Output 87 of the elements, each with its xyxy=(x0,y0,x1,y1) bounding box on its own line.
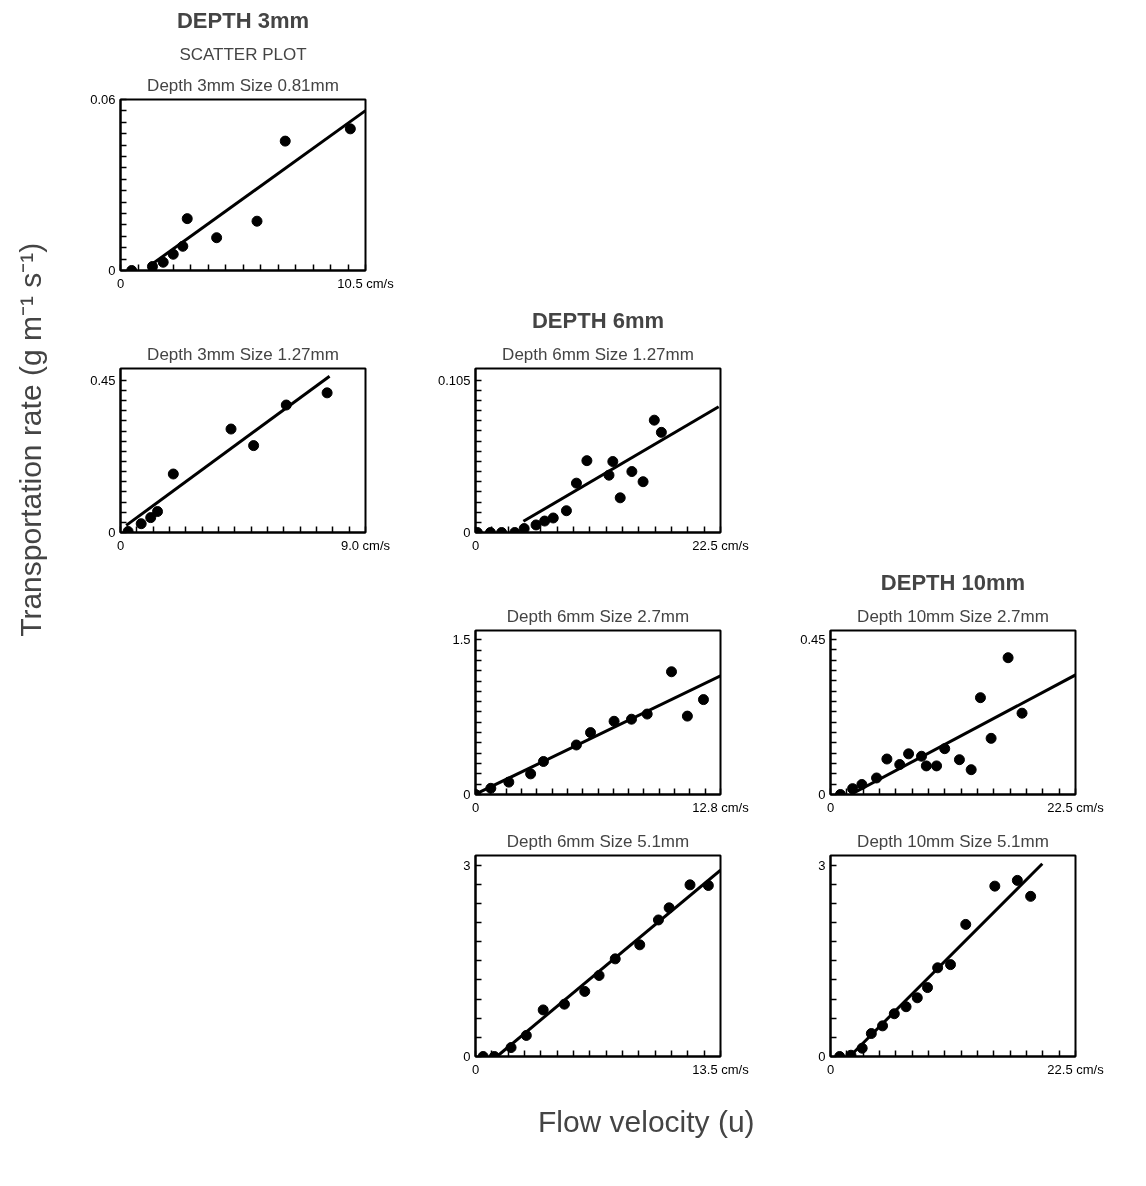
point xyxy=(145,512,157,524)
point xyxy=(684,879,696,891)
point xyxy=(989,880,1001,892)
point xyxy=(920,760,932,772)
chart-title: Depth 6mm Size 1.27mm xyxy=(502,344,694,364)
point xyxy=(579,985,591,997)
point xyxy=(225,423,237,435)
y-tick-label: 0 xyxy=(818,787,826,802)
y-tick-label: 0 xyxy=(108,263,116,278)
chart-title: Depth 6mm Size 2.7mm xyxy=(506,606,690,626)
point xyxy=(607,456,619,468)
point xyxy=(135,518,147,530)
point xyxy=(181,213,193,225)
point xyxy=(634,939,646,951)
point xyxy=(152,506,164,518)
chart-title: Depth 3mm Size 0.81mm xyxy=(147,75,339,95)
point xyxy=(1016,707,1028,719)
point xyxy=(922,982,934,994)
text: Transportation rate (g m⁻¹ s⁻¹) xyxy=(14,242,47,637)
point xyxy=(537,1004,549,1016)
point xyxy=(157,256,169,268)
y-tick-label: 0.45 xyxy=(90,372,116,388)
chart-title: Depth 6mm Size 5.1mm xyxy=(506,831,690,851)
point xyxy=(539,515,551,527)
x-tick-label: 9.0 cm/s xyxy=(340,537,391,553)
point xyxy=(585,727,597,739)
point xyxy=(251,215,263,227)
point xyxy=(614,492,626,504)
chart-title: Depth 10mm Size 5.1mm xyxy=(857,831,1049,851)
point xyxy=(167,468,179,480)
point xyxy=(321,387,333,399)
point xyxy=(903,748,915,760)
point xyxy=(248,440,260,452)
point xyxy=(953,754,965,766)
point xyxy=(608,715,620,727)
point xyxy=(965,764,977,776)
y-tick-label: 0.06 xyxy=(90,92,116,107)
text: Flow velocity (u) xyxy=(537,1105,755,1138)
point xyxy=(560,505,572,517)
point xyxy=(1025,890,1037,902)
point xyxy=(344,123,356,135)
point xyxy=(985,732,997,744)
x-tick-label: 10.5 cm/s xyxy=(337,275,395,291)
x-tick-label: 22.5 cm/s xyxy=(1047,1061,1105,1077)
x-tick-label: 22.5 cm/s xyxy=(1047,799,1105,815)
point xyxy=(581,455,593,467)
point xyxy=(1011,874,1023,886)
text: SCATTER PLOT xyxy=(179,44,307,64)
point xyxy=(945,959,956,971)
y-tick-label: 0 xyxy=(818,1049,826,1064)
point xyxy=(525,768,537,780)
point xyxy=(279,135,291,147)
y-tick-label: 0.45 xyxy=(800,631,826,647)
point xyxy=(626,466,638,478)
point xyxy=(547,512,559,524)
point xyxy=(911,992,923,1004)
x-tick-label: 12.8 cm/s xyxy=(692,799,750,815)
point xyxy=(974,692,986,704)
x-tick-label: 22.5 cm/s xyxy=(692,537,750,553)
point xyxy=(530,519,542,531)
chart-title: Depth 3mm Size 1.27mm xyxy=(147,344,339,364)
text: DEPTH 10mm xyxy=(880,569,1026,595)
text: DEPTH 3mm xyxy=(176,7,310,33)
y-tick-label: 3 xyxy=(463,857,471,873)
y-tick-label: 0 xyxy=(463,1049,471,1064)
point xyxy=(666,666,677,678)
point xyxy=(960,918,972,930)
point xyxy=(211,232,223,244)
point xyxy=(655,426,667,438)
point xyxy=(648,414,660,426)
x-tick-label: 13.5 cm/s xyxy=(692,1061,750,1077)
chart-title: Depth 10mm Size 2.7mm xyxy=(857,606,1049,626)
text: DEPTH 6mm xyxy=(531,307,665,333)
y-tick-label: 0 xyxy=(463,787,471,802)
point xyxy=(518,523,530,533)
point xyxy=(637,476,649,488)
y-tick-label: 1.5 xyxy=(452,632,471,648)
y-tick-label: 0 xyxy=(108,525,116,540)
point xyxy=(931,760,943,772)
point xyxy=(570,477,582,489)
y-tick-label: 3 xyxy=(818,857,826,873)
point xyxy=(881,753,893,765)
point xyxy=(697,694,709,706)
y-tick-label: 0.105 xyxy=(437,372,471,388)
y-tick-label: 0 xyxy=(463,525,471,540)
point xyxy=(681,710,693,722)
point xyxy=(1002,652,1014,664)
